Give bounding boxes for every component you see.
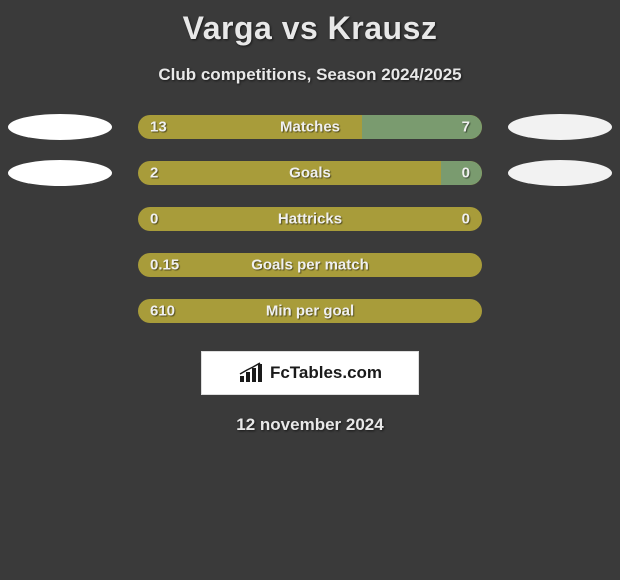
stat-bar: 610 Min per goal xyxy=(138,299,482,323)
stat-right-value: 0 xyxy=(462,211,470,228)
player-left-icon xyxy=(8,114,112,140)
comparison-infographic: Varga vs Krausz Club competitions, Seaso… xyxy=(0,0,620,435)
date-label: 12 november 2024 xyxy=(0,415,620,435)
stat-label: Min per goal xyxy=(266,303,354,320)
stat-bar: 0 Hattricks 0 xyxy=(138,207,482,231)
stat-row: 13 Matches 7 xyxy=(0,115,620,139)
stat-row: 0.15 Goals per match xyxy=(0,253,620,277)
subtitle: Club competitions, Season 2024/2025 xyxy=(0,65,620,85)
player-left-icon xyxy=(8,160,112,186)
bar-chart-icon xyxy=(238,362,266,384)
stat-label: Matches xyxy=(280,119,340,136)
stat-left-value: 2 xyxy=(150,165,158,182)
stat-bar: 2 Goals 0 xyxy=(138,161,482,185)
stat-label: Hattricks xyxy=(278,211,342,228)
stat-bar: 13 Matches 7 xyxy=(138,115,482,139)
player-right-icon xyxy=(508,160,612,186)
stat-row: 0 Hattricks 0 xyxy=(0,207,620,231)
stat-left-value: 0.15 xyxy=(150,257,179,274)
stat-bar: 0.15 Goals per match xyxy=(138,253,482,277)
stat-label: Goals per match xyxy=(251,257,369,274)
logo-text: FcTables.com xyxy=(270,363,382,383)
player-right-icon xyxy=(508,114,612,140)
stat-right-value: 7 xyxy=(462,119,470,136)
stat-rows: 13 Matches 7 2 Goals 0 0 Hattricks 0 0.15 Goals pe… xyxy=(0,115,620,323)
stat-label: Goals xyxy=(289,165,331,182)
logo-box: FcTables.com xyxy=(201,351,419,395)
stat-left-value: 610 xyxy=(150,303,175,320)
stat-right-value: 0 xyxy=(462,165,470,182)
stat-left-value: 13 xyxy=(150,119,167,136)
stat-row: 2 Goals 0 xyxy=(0,161,620,185)
stat-row: 610 Min per goal xyxy=(0,299,620,323)
stat-left-value: 0 xyxy=(150,211,158,228)
page-title: Varga vs Krausz xyxy=(0,10,620,47)
